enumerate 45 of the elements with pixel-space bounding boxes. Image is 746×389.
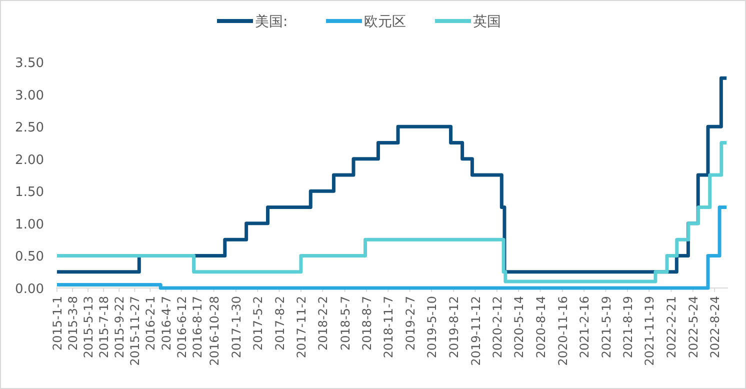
x-tick-label: 2020-11-16: [556, 296, 570, 366]
x-tick-label: 2022-5-24: [686, 296, 700, 358]
x-tick-label: 2016-4-7: [159, 296, 174, 350]
x-tick-label: 2020-2-12: [490, 296, 504, 358]
legend-label: 美国:: [255, 14, 288, 30]
x-tick-label: 2021-5-19: [599, 296, 614, 358]
y-tick-label: 0.00: [15, 282, 44, 297]
x-tick-label: 2020-8-14: [534, 296, 548, 358]
x-tick-label: 2022-8-24: [708, 296, 722, 358]
x-tick-label: 2019-11-12: [468, 296, 483, 366]
y-tick-label: 3.00: [15, 88, 44, 104]
x-tick-label: 2017-8-2: [272, 296, 287, 350]
x-tick-label: 2015-1-1: [50, 296, 64, 350]
x-tick-label: 2015-9-22: [112, 296, 127, 358]
x-tick-label: 2018-5-7: [338, 296, 352, 350]
x-tick-label: 2017-1-30: [229, 296, 244, 358]
legend-label: 英国: [473, 14, 501, 30]
x-tick-label: 2015-7-18: [97, 296, 112, 358]
x-tick-label: 2021-11-19: [642, 296, 657, 366]
x-tick-label: 2016-6-12: [174, 296, 189, 358]
x-tick-label: 2021-2-16: [578, 296, 592, 358]
x-tick-label: 2016-8-17: [190, 296, 204, 358]
x-tick-label: 2018-11-7: [382, 296, 396, 358]
y-tick-label: 1.50: [15, 185, 44, 200]
x-tick-label: 2019-8-12: [447, 296, 462, 358]
y-tick-label: 0.50: [15, 250, 44, 265]
y-tick-label: 1.00: [15, 217, 44, 232]
x-tick-label: 2021-8-19: [620, 296, 635, 358]
x-tick-label: 2019-5-10: [424, 296, 439, 358]
y-tick-label: 3.50: [15, 56, 44, 71]
x-tick-label: 2022-2-21: [664, 296, 679, 358]
x-tick-label: 2015-5-13: [82, 296, 96, 358]
x-tick-label: 2020-5-14: [512, 296, 526, 358]
x-tick-label: 2016-10-28: [207, 296, 222, 366]
x-tick-label: 2015-3-8: [66, 296, 80, 350]
y-tick-label: 2.00: [15, 152, 44, 168]
x-tick-label: 2016-2-1: [144, 296, 158, 350]
x-tick-label: 2018-8-7: [360, 296, 374, 350]
x-tick-label: 2015-11-27: [128, 296, 142, 366]
x-tick-label: 2017-11-2: [294, 296, 308, 358]
x-tick-label: 2018-2-2: [316, 296, 330, 350]
x-tick-label: 2017-5-2: [251, 296, 266, 350]
x-tick-label: 2019-2-7: [403, 296, 418, 350]
y-tick-label: 2.50: [15, 120, 44, 136]
legend-label: 欧元区: [364, 14, 406, 30]
